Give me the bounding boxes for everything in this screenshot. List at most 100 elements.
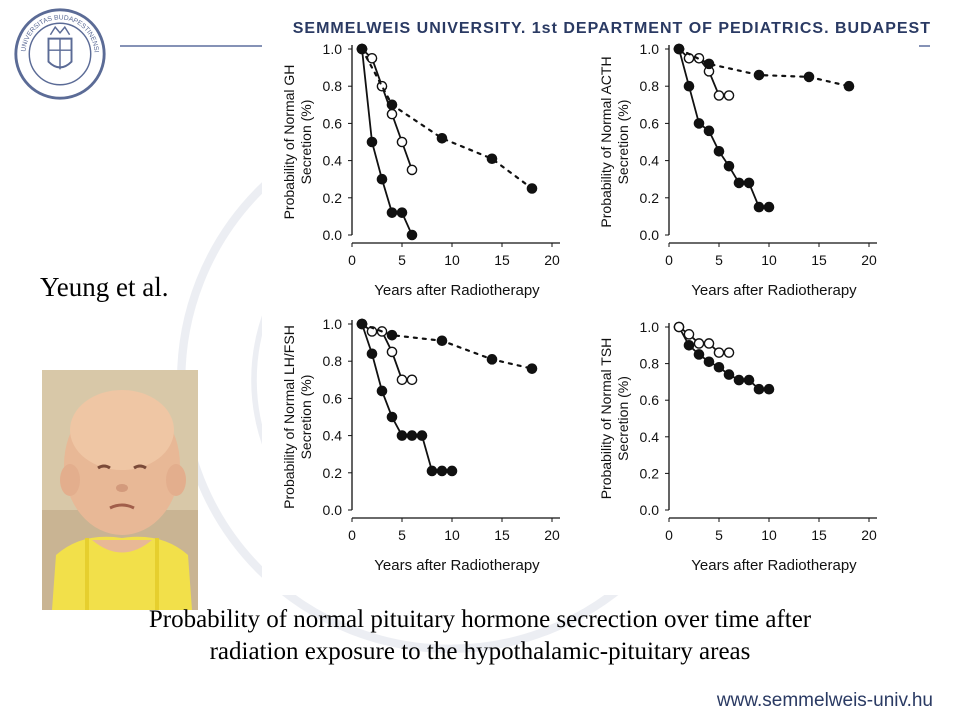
filled-marker [406, 430, 418, 441]
filled-marker [526, 363, 538, 374]
series-line [678, 326, 770, 391]
filled-marker [436, 132, 448, 144]
filled-marker [703, 58, 715, 70]
filled-marker [743, 177, 755, 189]
filled-marker [356, 318, 368, 330]
x-tick-label: 5 [715, 527, 723, 543]
filled-marker [376, 173, 388, 185]
filled-marker [486, 153, 498, 165]
filled-marker [763, 201, 775, 213]
filled-marker [436, 335, 448, 347]
y-axis-label-line1: Probability of Normal GH [281, 65, 297, 220]
filled-marker [446, 465, 458, 477]
filled-marker [733, 374, 745, 386]
filled-marker [723, 369, 735, 380]
filled-marker [753, 201, 765, 213]
open-marker [386, 108, 398, 120]
series-line [677, 47, 851, 88]
filled-marker [753, 383, 765, 395]
filled-marker [673, 43, 685, 55]
x-axis-label: Years after Radiotherapy [374, 557, 540, 574]
x-tick-label: 10 [761, 252, 777, 268]
filled-marker [416, 430, 428, 441]
series-line [360, 322, 534, 370]
x-tick-label: 15 [494, 252, 510, 268]
series-line [361, 323, 453, 472]
filled-marker [743, 374, 755, 386]
x-tick-label: 5 [715, 252, 723, 268]
y-tick-label: 0.0 [323, 502, 343, 518]
open-marker [693, 338, 705, 349]
y-tick-label: 0.0 [640, 502, 660, 518]
x-tick-label: 20 [544, 252, 560, 268]
y-tick-label: 0.8 [323, 353, 343, 369]
svg-text:UNIVERSITAS BUDAPESTINENSIS DE: UNIVERSITAS BUDAPESTINENSIS DE SEMMELWEI… [12, 6, 100, 53]
filled-marker [683, 339, 695, 351]
y-tick-label: 0.4 [323, 428, 343, 444]
institution-header: SEMMELWEIS UNIVERSITY, 1st DEPARTMENT OF… [292, 20, 931, 37]
footer-url[interactable]: www.semmelweis-univ.hu [716, 690, 933, 711]
y-tick-label: 0.4 [323, 153, 343, 169]
y-tick-label: 0.2 [323, 190, 343, 206]
filled-marker [386, 207, 398, 218]
series-line [678, 48, 770, 209]
y-tick-label: 0.2 [640, 465, 660, 481]
open-marker [683, 329, 695, 340]
y-tick-label: 0.6 [323, 115, 343, 131]
filled-marker [426, 465, 438, 477]
x-tick-label: 5 [398, 527, 406, 543]
y-tick-label: 0.2 [323, 465, 343, 481]
filled-marker [376, 385, 388, 397]
filled-marker [713, 361, 725, 373]
y-tick-label: 0.6 [323, 390, 343, 406]
open-marker [386, 346, 398, 358]
x-tick-label: 10 [761, 527, 777, 543]
y-tick-label: 1.0 [323, 41, 343, 57]
y-tick-label: 0.2 [640, 190, 660, 206]
filled-marker [713, 146, 725, 157]
filled-marker [763, 383, 775, 395]
x-tick-label: 20 [544, 527, 560, 543]
x-tick-label: 15 [494, 527, 510, 543]
x-tick-label: 15 [811, 252, 827, 268]
y-axis-label-line1: Probability of Normal TSH [598, 338, 614, 500]
x-tick-label: 10 [444, 252, 460, 268]
filled-marker [703, 125, 715, 137]
open-marker [396, 374, 408, 386]
x-axis-label: Years after Radiotherapy [691, 557, 857, 574]
open-marker [713, 90, 725, 101]
x-tick-label: 0 [348, 527, 356, 543]
y-tick-label: 0.6 [640, 115, 660, 131]
filled-marker [703, 356, 715, 368]
open-marker [713, 347, 725, 358]
x-axis-label: Years after Radiotherapy [374, 282, 540, 299]
header-bar: SEMMELWEIS UNIVERSITY, 1st DEPARTMENT OF… [0, 0, 959, 40]
x-tick-label: 15 [811, 527, 827, 543]
filled-marker [683, 80, 695, 92]
caption-line-1: Probability of normal pituitary hormone … [148, 606, 812, 633]
series-line [360, 47, 534, 190]
filled-marker [386, 411, 398, 423]
filled-marker [693, 349, 705, 360]
series-line [361, 48, 413, 171]
seal-text: UNIVERSITAS BUDAPESTINENSIS DE SEMMELWEI… [12, 6, 100, 53]
filled-marker [356, 43, 368, 55]
y-tick-label: 0.4 [640, 429, 660, 445]
caption-line-2: radiation exposure to the hypothalamic-p… [209, 638, 751, 665]
open-marker [703, 338, 715, 349]
open-marker [673, 321, 685, 333]
y-tick-label: 0.0 [640, 227, 660, 243]
x-tick-label: 20 [861, 527, 877, 543]
open-marker [396, 136, 408, 148]
open-marker [406, 374, 418, 386]
x-tick-label: 0 [665, 252, 673, 268]
y-tick-label: 0.0 [323, 227, 343, 243]
y-axis-label-line1: Probability of Normal LH/FSH [281, 325, 297, 509]
filled-marker [366, 348, 378, 360]
y-axis-label-line2: Secretion (%) [615, 376, 631, 461]
y-tick-label: 0.8 [640, 356, 660, 372]
filled-marker [396, 207, 408, 218]
figure-panel: 0.0 0.2 0.4 0.6 0.8 1.0 0 5 10 15 20 Years after Ra… [262, 33, 919, 595]
filled-marker [733, 177, 745, 189]
filled-marker [436, 465, 448, 477]
